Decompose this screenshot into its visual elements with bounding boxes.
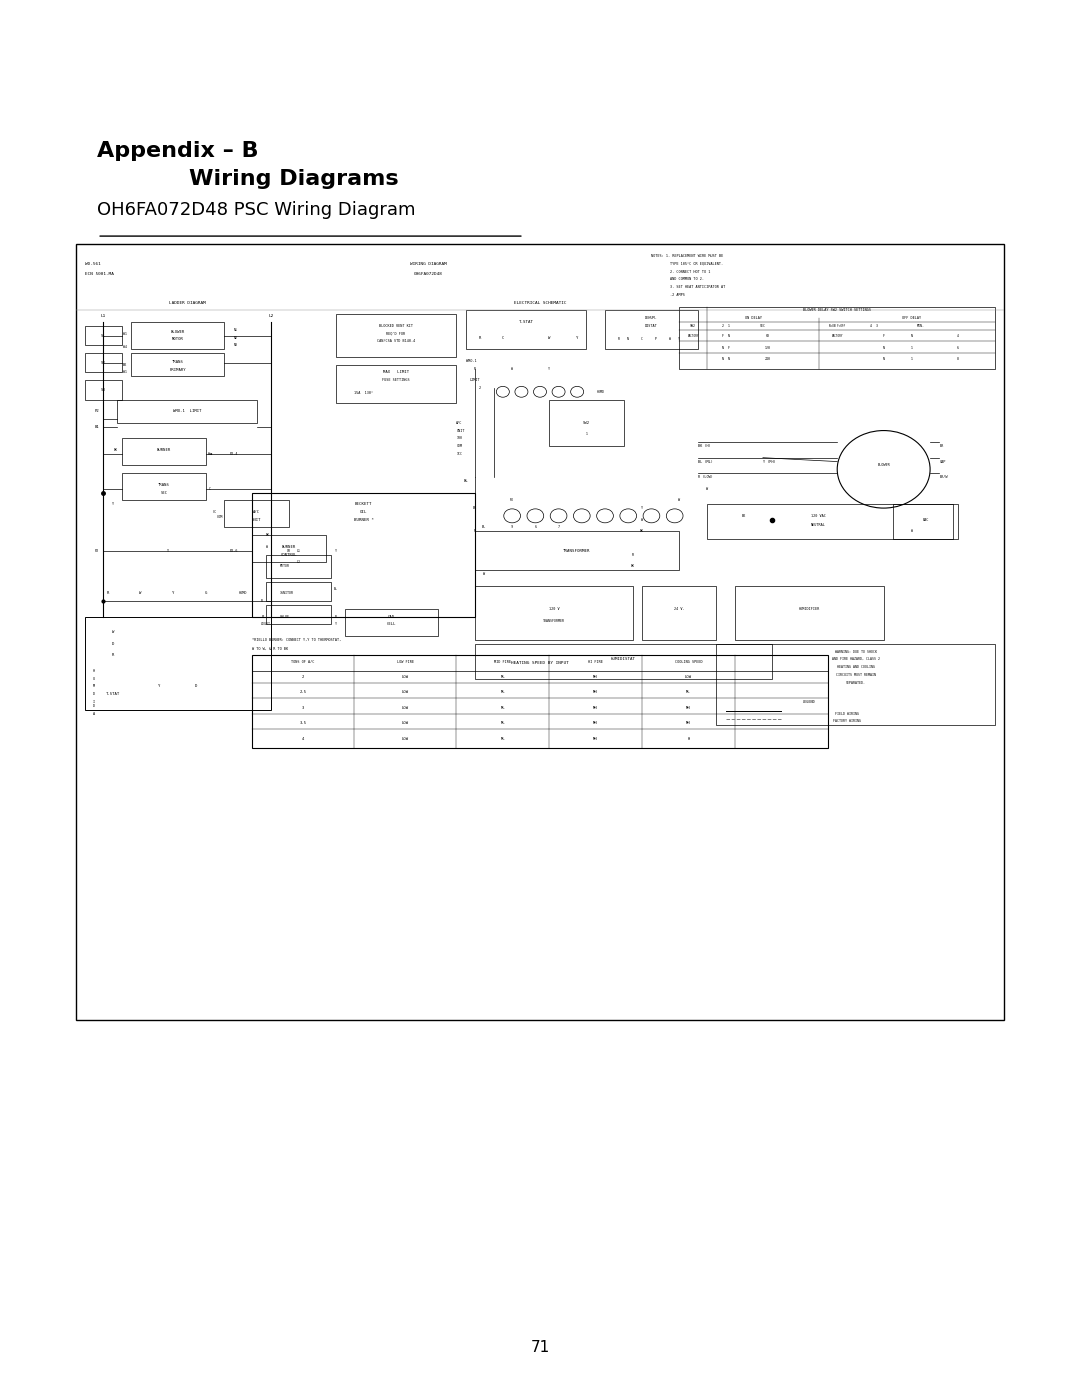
Text: OH6FA072D48 PSC Wiring Diagram: OH6FA072D48 PSC Wiring Diagram [97, 201, 416, 219]
Text: 71: 71 [530, 1340, 550, 1355]
Text: Wiring Diagrams: Wiring Diagrams [189, 169, 399, 189]
Bar [76, 244, 1004, 1020]
Text: Appendix – B: Appendix – B [97, 141, 259, 161]
